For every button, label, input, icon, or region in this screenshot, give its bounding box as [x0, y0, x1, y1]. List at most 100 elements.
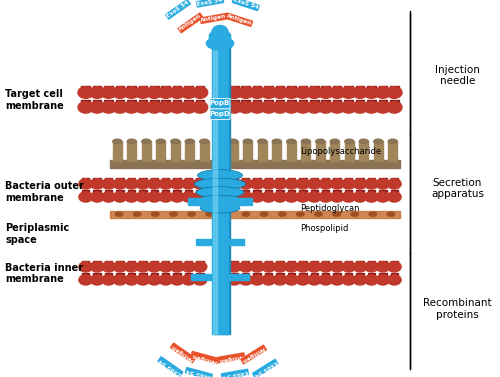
Bar	[253, 100, 262, 107]
Ellipse shape	[135, 101, 150, 113]
Ellipse shape	[250, 87, 265, 98]
Ellipse shape	[159, 192, 172, 202]
Ellipse shape	[374, 139, 383, 144]
Ellipse shape	[102, 275, 116, 285]
Ellipse shape	[314, 212, 322, 216]
Bar	[230, 190, 238, 196]
Bar	[230, 261, 238, 267]
Ellipse shape	[239, 262, 252, 272]
Ellipse shape	[330, 87, 345, 98]
Ellipse shape	[159, 262, 172, 272]
Bar	[230, 86, 238, 93]
Ellipse shape	[262, 179, 276, 189]
Ellipse shape	[284, 179, 298, 189]
Bar	[93, 86, 102, 93]
Ellipse shape	[78, 87, 94, 98]
Ellipse shape	[228, 192, 241, 202]
Bar	[322, 86, 330, 93]
Bar	[171, 141, 180, 161]
Ellipse shape	[353, 192, 367, 202]
Ellipse shape	[364, 262, 378, 272]
Bar	[116, 261, 124, 267]
Bar	[150, 190, 158, 196]
Bar	[264, 100, 273, 107]
Ellipse shape	[116, 212, 123, 216]
Bar	[264, 86, 273, 93]
Ellipse shape	[200, 139, 209, 144]
Bar	[212, 43, 228, 334]
Bar	[272, 141, 281, 161]
Bar	[298, 86, 307, 93]
Bar	[344, 86, 353, 93]
Bar	[139, 190, 146, 196]
Bar	[188, 198, 252, 205]
Ellipse shape	[228, 275, 241, 285]
Bar	[174, 190, 181, 196]
Bar	[310, 190, 318, 196]
Ellipse shape	[364, 179, 378, 189]
Ellipse shape	[171, 139, 180, 144]
Bar	[301, 141, 310, 161]
Bar	[345, 261, 352, 267]
Ellipse shape	[387, 212, 394, 216]
Bar	[105, 190, 112, 196]
Text: Antigen: Antigen	[241, 345, 266, 364]
Ellipse shape	[250, 192, 264, 202]
Bar	[356, 261, 364, 267]
Bar	[184, 86, 193, 93]
Ellipse shape	[200, 203, 240, 213]
Bar	[254, 261, 261, 267]
Bar	[110, 161, 400, 167]
Ellipse shape	[250, 101, 265, 113]
Ellipse shape	[102, 179, 116, 189]
Ellipse shape	[196, 187, 244, 198]
Ellipse shape	[124, 262, 138, 272]
Bar	[196, 273, 204, 279]
Bar	[196, 239, 244, 245]
Ellipse shape	[330, 101, 345, 113]
Bar	[150, 261, 158, 267]
Ellipse shape	[330, 192, 344, 202]
Bar	[390, 100, 398, 107]
Bar	[254, 190, 261, 196]
Text: ExoS 54: ExoS 54	[222, 369, 248, 377]
Ellipse shape	[284, 101, 299, 113]
Bar	[310, 273, 318, 279]
Ellipse shape	[101, 87, 116, 98]
Ellipse shape	[376, 262, 390, 272]
Bar	[310, 178, 318, 184]
Ellipse shape	[330, 139, 340, 144]
Ellipse shape	[364, 87, 379, 98]
Ellipse shape	[113, 192, 127, 202]
Text: Antigen: Antigen	[192, 352, 218, 363]
Ellipse shape	[272, 87, 287, 98]
Bar	[186, 141, 194, 161]
Ellipse shape	[262, 275, 276, 285]
Bar	[379, 178, 386, 184]
Ellipse shape	[239, 192, 252, 202]
Ellipse shape	[330, 262, 344, 272]
Ellipse shape	[158, 101, 174, 113]
Bar	[213, 43, 216, 334]
FancyBboxPatch shape	[210, 109, 230, 120]
Bar	[127, 141, 136, 161]
Ellipse shape	[342, 275, 355, 285]
Ellipse shape	[375, 101, 390, 113]
Text: Antigen: Antigen	[178, 13, 203, 32]
Ellipse shape	[306, 87, 322, 98]
Bar	[116, 100, 124, 107]
Ellipse shape	[375, 87, 390, 98]
Ellipse shape	[239, 179, 252, 189]
Ellipse shape	[102, 262, 116, 272]
Ellipse shape	[170, 275, 184, 285]
Bar	[242, 261, 250, 267]
Ellipse shape	[364, 275, 378, 285]
Bar	[244, 141, 252, 161]
Bar	[173, 100, 182, 107]
Ellipse shape	[124, 179, 138, 189]
Ellipse shape	[206, 212, 214, 216]
Ellipse shape	[342, 262, 355, 272]
Ellipse shape	[296, 179, 310, 189]
Ellipse shape	[79, 192, 92, 202]
Bar	[110, 211, 400, 218]
